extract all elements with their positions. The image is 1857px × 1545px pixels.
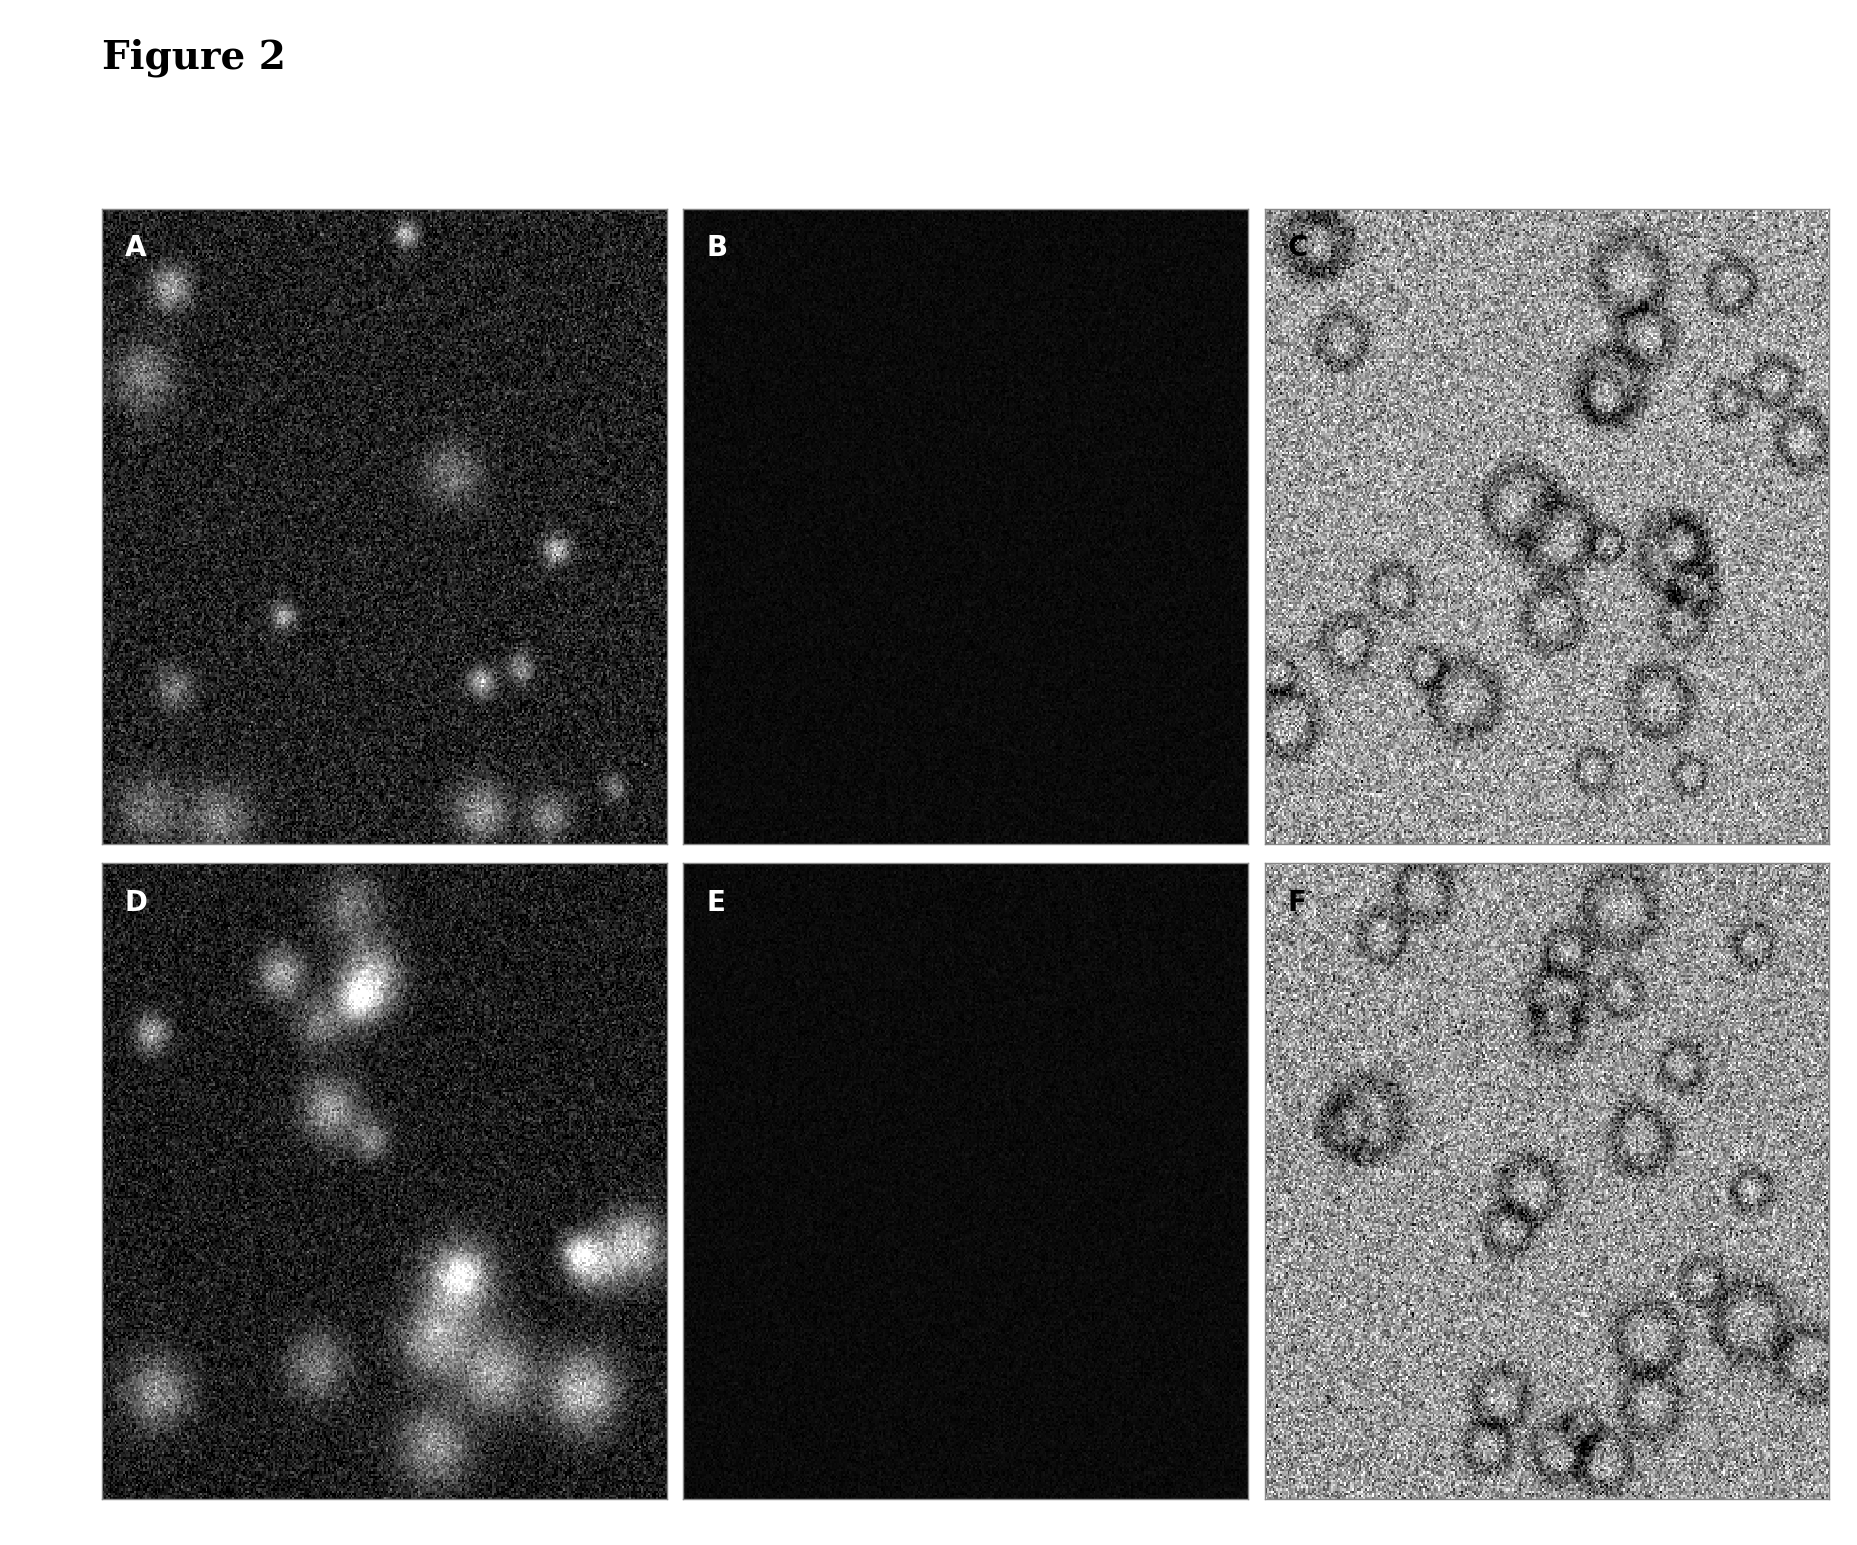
Text: C: C — [1287, 233, 1307, 263]
Text: F: F — [1287, 888, 1305, 916]
Text: A: A — [124, 233, 147, 263]
Text: Figure 2: Figure 2 — [102, 39, 286, 77]
Text: D: D — [124, 888, 149, 916]
Text: B: B — [706, 233, 728, 263]
Text: E: E — [706, 888, 724, 916]
